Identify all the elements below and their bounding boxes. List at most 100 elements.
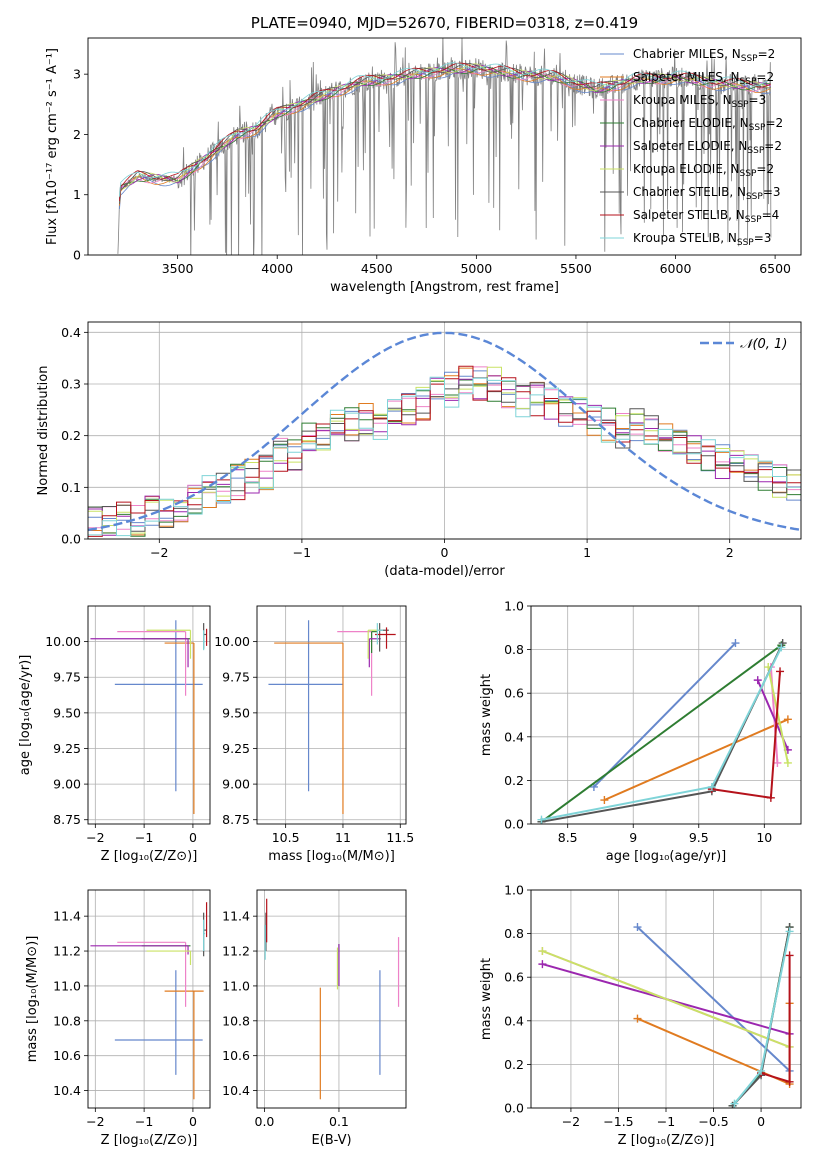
x-axis-label: age [log₁₀(age/yr)]	[606, 849, 727, 864]
y-tick-label: 10.8	[53, 1013, 81, 1028]
legend-sub: SSP	[732, 100, 749, 110]
legend-sub: SSP	[747, 146, 764, 156]
mass-weight-line	[636, 926, 791, 1072]
panel-weight-vs-age: 8.5 9 9.5 10 0.0 0.2 0.4 0.6 0.8 1.0 age [log₁₀(ag…	[479, 599, 802, 864]
grid	[257, 606, 406, 824]
y-tick-label: 0.1	[61, 480, 81, 495]
x-tick-label: 11	[335, 830, 351, 845]
plot-area	[88, 331, 801, 537]
legend-tail: =2	[764, 139, 782, 153]
data-point	[117, 631, 187, 696]
legend-sub: SSP	[746, 192, 763, 202]
x-tick-label: −1	[657, 1114, 675, 1129]
y-tick-label: 9.50	[222, 705, 250, 720]
legend-name: Chabrier MILES, N	[633, 47, 741, 61]
legend-tail: =2	[758, 47, 776, 61]
y-tick-label: 0	[73, 248, 81, 263]
x-tick-label: 9	[629, 830, 637, 845]
panel-weight-vs-Z: −2 −1.5 −1 −0.5 0 0.0 0.2 0.4 0.6 0.8 1.0 Z [log₁₀(…	[479, 883, 802, 1148]
data-point	[146, 629, 192, 659]
x-tick-label: 2	[726, 545, 734, 560]
mass-weight-marker	[785, 927, 794, 936]
legend-entry: Salpeter STELIB, NSSP=4	[633, 208, 779, 225]
y-tick-label: 11.4	[53, 909, 81, 924]
panel-mass-vs-Z: −2 −1 0 10.4 10.6 10.8 11.0 11.2 11.4 Z [log₁₀(Z/…	[25, 889, 211, 1148]
x-tick-label: 1	[583, 545, 591, 560]
y-tick-label: 2	[73, 127, 81, 142]
y-tick-label: 0.2	[61, 428, 81, 443]
mass-weight-line	[593, 642, 737, 788]
mass-weight-marker	[783, 758, 792, 767]
legend-tail: =2	[756, 162, 774, 176]
mass-weight-marker	[766, 793, 775, 802]
legend-name: Salpeter STELIB, N	[633, 208, 745, 222]
x-tick-label: 0	[189, 830, 197, 845]
grid	[88, 890, 210, 1108]
x-tick-label: 10.5	[272, 830, 300, 845]
y-tick-label: 0.6	[504, 970, 524, 985]
legend-name: Chabrier ELODIE, N	[633, 116, 749, 130]
x-tick-label: 4000	[261, 261, 293, 276]
grid	[88, 606, 210, 824]
grid	[257, 890, 406, 1108]
y-tick-label: 1.0	[504, 599, 524, 614]
axes-frame	[87, 37, 802, 256]
axes-frame	[87, 605, 211, 825]
x-tick-label: −1	[135, 830, 153, 845]
x-tick-label: 8.5	[558, 830, 578, 845]
model-spectrum-line	[119, 63, 771, 204]
axes-frame	[530, 889, 802, 1109]
legend-entry: Salpeter ELODIE, NSSP=2	[633, 139, 782, 156]
axes-frame	[530, 605, 802, 825]
data-point	[203, 919, 206, 952]
model-spectrum-line	[119, 64, 771, 201]
y-axis-label: age [log₁₀(age/yr)]	[18, 655, 33, 776]
x-axis-label: wavelength [Angstrom, rest frame]	[330, 280, 559, 295]
y-tick-label: 11.4	[222, 909, 250, 924]
legend-name: Kroupa STELIB, N	[633, 231, 737, 245]
mass-weight-marker	[633, 1014, 642, 1023]
data-point	[274, 642, 344, 815]
x-tick-label: 4500	[361, 261, 393, 276]
legend-name: Kroupa MILES, N	[633, 93, 732, 107]
x-axis-label: (data-model)/error	[384, 564, 505, 579]
normal-distribution-curve	[88, 331, 801, 532]
y-tick-label: 11.2	[53, 944, 81, 959]
data-point	[114, 970, 203, 1075]
mass-weight-marker	[778, 639, 787, 648]
x-tick-label: 6000	[660, 261, 692, 276]
y-tick-label: 0.3	[61, 377, 81, 392]
mass-weight-marker	[776, 667, 785, 676]
legend-tail: =3	[749, 93, 767, 107]
mass-weight-marker	[785, 1077, 794, 1086]
x-tick-label: −2	[150, 545, 168, 560]
y-tick-label: 3	[73, 67, 81, 82]
y-tick-label: 0.2	[504, 1057, 524, 1072]
x-tick-label: 0	[757, 1114, 765, 1129]
y-axis-label: mass weight	[479, 958, 494, 1040]
legend-sub: SSP	[741, 54, 758, 64]
mass-weight-line	[733, 931, 791, 1105]
mass-weight-marker	[600, 796, 609, 805]
y-tick-label: 9.00	[222, 777, 250, 792]
panel-age-vs-mass: 10.5 11 11.5 8.75 9.00 9.25 9.50 9.75 10.00 mass …	[214, 605, 414, 864]
mass-weight-marker	[538, 947, 547, 956]
x-axis-label: Z [log₁₀(Z/Z⊙)]	[101, 849, 198, 864]
x-axis-label: mass [log₁₀(M/M⊙)]	[268, 849, 395, 864]
legend-entry: Salpeter MILES, NSSP=2	[633, 70, 774, 87]
model-spectrum-line	[119, 68, 771, 206]
y-tick-label: 10.00	[214, 634, 250, 649]
y-tick-label: 8.75	[222, 812, 250, 827]
x-tick-label: −1	[293, 545, 311, 560]
y-tick-label: 0.0	[504, 817, 524, 832]
data-point	[371, 631, 378, 654]
data-point	[117, 941, 187, 1007]
mass-weight-marker	[773, 758, 782, 767]
legend-entry: Chabrier ELODIE, NSSP=2	[633, 116, 783, 133]
legend-name: Kroupa ELODIE, N	[633, 162, 740, 176]
legend-sub: SSP	[745, 215, 762, 225]
legend-entry: Kroupa ELODIE, NSSP=2	[633, 162, 774, 179]
y-tick-label: 9.75	[222, 670, 250, 685]
y-tick-label: 11.0	[222, 978, 250, 993]
plot-area	[268, 620, 396, 815]
